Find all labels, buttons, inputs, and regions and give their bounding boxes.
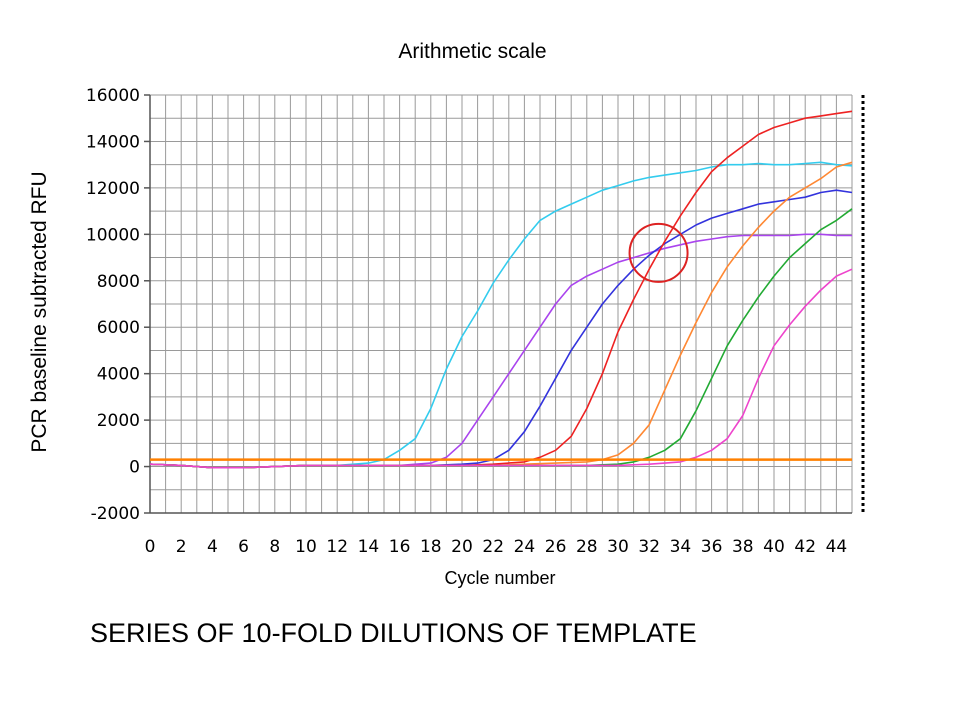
y-tick-label: 12000 bbox=[86, 179, 140, 199]
highlight-circle bbox=[628, 222, 689, 283]
x-tick-label: 18 bbox=[420, 537, 442, 557]
y-tick-label: 14000 bbox=[86, 132, 140, 152]
series-line bbox=[149, 189, 853, 469]
y-tick-label: 0 bbox=[129, 458, 140, 478]
x-tick-label: 28 bbox=[576, 537, 598, 557]
x-tick-label: 22 bbox=[482, 537, 504, 557]
x-tick-label: 24 bbox=[514, 537, 536, 557]
x-tick-label: 34 bbox=[670, 537, 692, 557]
x-tick-label: 10 bbox=[295, 537, 317, 557]
x-tick-label: 0 bbox=[145, 537, 156, 557]
x-axis-label: Cycle number bbox=[444, 568, 556, 588]
y-tick-label: -2000 bbox=[91, 504, 140, 524]
tick-labels: 1600014000120001000080006000400020000-20… bbox=[86, 86, 847, 557]
grid-lines bbox=[149, 94, 853, 514]
y-tick-label: 10000 bbox=[86, 225, 140, 245]
x-tick-label: 20 bbox=[451, 537, 473, 557]
y-tick-label: 16000 bbox=[86, 86, 140, 106]
series-lines bbox=[149, 110, 853, 469]
series-line bbox=[149, 268, 853, 469]
annotations bbox=[150, 222, 852, 461]
x-tick-label: 44 bbox=[826, 537, 848, 557]
x-tick-label: 42 bbox=[794, 537, 816, 557]
x-tick-label: 8 bbox=[269, 537, 280, 557]
y-tick-label: 8000 bbox=[97, 272, 140, 292]
series-line bbox=[149, 208, 853, 469]
x-tick-label: 6 bbox=[238, 537, 249, 557]
axes bbox=[144, 94, 865, 514]
y-tick-label: 4000 bbox=[97, 365, 140, 385]
x-tick-label: 40 bbox=[763, 537, 785, 557]
x-tick-label: 14 bbox=[358, 537, 380, 557]
chart-title: Arithmetic scale bbox=[398, 40, 547, 63]
x-tick-label: 30 bbox=[607, 537, 629, 557]
x-tick-label: 38 bbox=[732, 537, 754, 557]
x-tick-label: 36 bbox=[701, 537, 723, 557]
x-tick-label: 4 bbox=[207, 537, 218, 557]
caption: SERIES OF 10-FOLD DILUTIONS OF TEMPLATE bbox=[90, 618, 697, 648]
x-tick-label: 26 bbox=[545, 537, 567, 557]
x-tick-label: 16 bbox=[389, 537, 411, 557]
series-line bbox=[149, 233, 852, 469]
x-tick-label: 2 bbox=[176, 537, 187, 557]
y-tick-label: 6000 bbox=[97, 318, 140, 338]
x-tick-label: 12 bbox=[326, 537, 348, 557]
x-tick-label: 32 bbox=[638, 537, 660, 557]
y-tick-label: 2000 bbox=[97, 411, 140, 431]
